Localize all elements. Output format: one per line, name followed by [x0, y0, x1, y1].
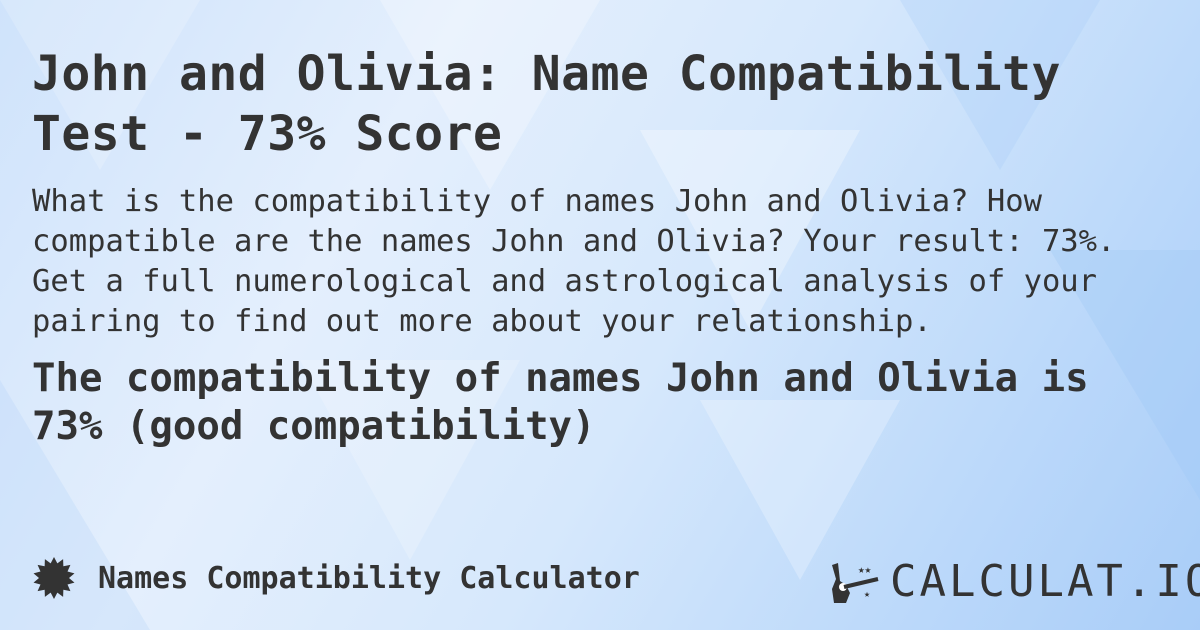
badge-star-icon	[33, 557, 75, 599]
logo-text: CALCULAT.IO	[890, 556, 1200, 607]
magic-wand-hand-icon: ★★ ★	[832, 562, 879, 603]
svg-text:★: ★	[864, 589, 870, 600]
svg-text:★★: ★★	[858, 563, 872, 576]
calculator-label: Names Compatibility Calculator	[32, 556, 640, 600]
description: What is the compatibility of names John …	[32, 184, 1116, 339]
calculator-name: Names Compatibility Calculator	[98, 560, 640, 596]
calculat-io-logo[interactable]: ★★ ★ CALCULAT.IO	[828, 556, 1200, 607]
compatibility-result: The compatibility of names John and Oliv…	[32, 356, 1089, 449]
page-title: John and Olivia: Name Compatibility Test…	[32, 46, 1061, 162]
